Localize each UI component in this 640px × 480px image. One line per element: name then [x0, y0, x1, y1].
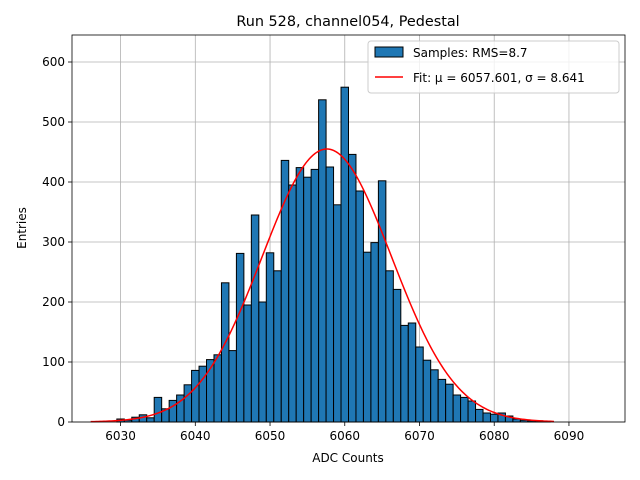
x-tick-label: 6080 — [479, 429, 510, 443]
x-axis-label: ADC Counts — [312, 451, 384, 465]
histogram-bar — [235, 252, 245, 423]
histogram-bar — [310, 168, 320, 423]
y-tick-label: 300 — [42, 235, 65, 249]
legend-label-fit: Fit: μ = 6057.601, σ = 8.641 — [413, 71, 585, 85]
histogram-bar — [355, 190, 364, 423]
histogram-bar — [422, 359, 432, 423]
y-tick-label: 400 — [42, 175, 65, 189]
chart-title: Run 528, channel054, Pedestal — [236, 14, 459, 30]
histogram-bar — [273, 270, 282, 423]
histogram-bar — [183, 384, 193, 423]
x-tick-label: 6050 — [255, 429, 286, 443]
histogram-bar — [415, 346, 424, 423]
y-axis-ticks: 0 100 200 300 400 500 600 — [42, 55, 72, 429]
histogram-bar — [445, 383, 454, 423]
x-axis-ticks: 6030 6040 6050 6060 6070 6080 6090 — [105, 422, 584, 443]
plot-frame — [71, 34, 626, 423]
histogram-bar — [377, 180, 387, 423]
histogram-bar — [220, 282, 230, 423]
legend-label-samples: Samples: RMS=8.7 — [413, 46, 528, 60]
x-tick-label: 6030 — [105, 429, 136, 443]
legend: Samples: RMS=8.7 Fit: μ = 6057.601, σ = … — [367, 40, 620, 94]
histogram-bar — [333, 204, 342, 423]
histogram-bars — [116, 86, 551, 423]
histogram-bar — [191, 369, 200, 423]
y-tick-label: 100 — [42, 355, 65, 369]
histogram-bar — [437, 378, 447, 423]
histogram-bar — [258, 301, 267, 423]
histogram-bar — [213, 354, 222, 423]
histogram-bar — [467, 400, 477, 423]
histogram-bar — [340, 86, 350, 423]
x-tick-label: 6090 — [554, 429, 585, 443]
y-tick-label: 600 — [42, 55, 65, 69]
histogram-bar — [295, 167, 305, 423]
y-axis-label: Entries — [15, 207, 29, 249]
x-tick-label: 6070 — [404, 429, 435, 443]
histogram-bar — [303, 176, 312, 423]
histogram-bar — [370, 242, 379, 423]
histogram-bar — [452, 394, 462, 423]
legend-box — [367, 40, 620, 94]
histogram-bar — [348, 153, 357, 423]
histogram-bar — [475, 408, 484, 423]
histogram-bar — [400, 324, 409, 423]
histogram-bar — [243, 304, 252, 423]
histogram-bar — [318, 99, 327, 423]
histogram-bar — [250, 214, 260, 423]
histogram-bar — [392, 288, 402, 423]
histogram-bar — [325, 166, 335, 423]
histogram-bar — [430, 369, 439, 423]
histogram-bar — [460, 396, 469, 423]
histogram-bar — [153, 396, 163, 423]
x-tick-label: 6060 — [329, 429, 360, 443]
histogram-bar — [146, 417, 155, 423]
legend-swatch-samples — [374, 46, 404, 58]
y-tick-label: 0 — [57, 415, 65, 429]
histogram-bar — [489, 413, 499, 423]
histogram-bar — [362, 251, 372, 423]
histogram-bar — [288, 184, 297, 423]
y-tick-label: 500 — [42, 115, 65, 129]
histogram-bar — [385, 270, 394, 423]
histogram-bar — [265, 252, 275, 423]
gaussian-fit-curve — [90, 148, 555, 423]
y-tick-label: 200 — [42, 295, 65, 309]
histogram-bar — [482, 412, 491, 423]
histogram-bar — [407, 322, 417, 423]
histogram-bar — [228, 350, 237, 423]
x-tick-label: 6040 — [180, 429, 211, 443]
